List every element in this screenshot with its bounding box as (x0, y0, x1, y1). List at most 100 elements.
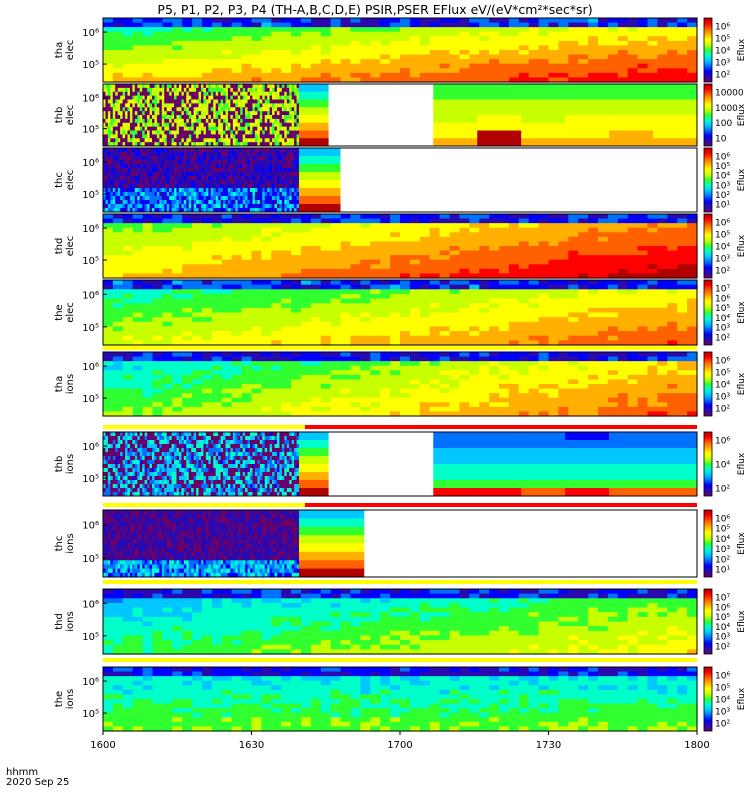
spectrogram-cell (161, 208, 165, 213)
spectrogram-cell (154, 126, 158, 132)
spectrogram-cell (259, 176, 263, 181)
spectrogram-cell (188, 126, 192, 132)
spectrogram-cell (172, 326, 183, 332)
spectrogram-cell (162, 259, 173, 265)
spectrogram-cell (250, 95, 253, 101)
spectrogram-cell (261, 50, 272, 56)
spectrogram-cell (489, 18, 500, 24)
spectrogram-cell (657, 264, 668, 270)
spectrogram-cell (149, 200, 153, 205)
spectrogram-cell (291, 317, 302, 323)
spectrogram-cell (350, 22, 361, 28)
spectrogram-cell (230, 160, 234, 165)
spectrogram-cell (274, 138, 278, 143)
spectrogram-cell (241, 227, 253, 233)
spectrogram-cell (245, 176, 249, 181)
spectrogram-cell (213, 118, 217, 124)
spectrogram-cell (276, 160, 280, 165)
spectrogram-cell (110, 172, 114, 177)
spectrogram-cell (558, 227, 569, 233)
spectrogram-cell (627, 27, 639, 33)
spectrogram-cell (242, 148, 246, 153)
spectrogram-cell (281, 218, 292, 224)
spectrogram-cell (598, 63, 609, 69)
spectrogram-cell (607, 232, 619, 238)
spectrogram-cell (419, 214, 431, 220)
spectrogram-cell (188, 164, 192, 169)
spectrogram-cell (103, 134, 106, 139)
spectrogram-cell (479, 223, 490, 229)
spectrogram-cell (122, 232, 134, 238)
spectrogram-cell (390, 326, 401, 332)
spectrogram-cell (115, 126, 119, 132)
spectrogram-cell (107, 138, 111, 143)
spectrogram-cell (122, 317, 134, 323)
spectrogram-cell (176, 91, 180, 97)
spectrogram-cell (174, 148, 178, 153)
spectrogram-cell (330, 326, 342, 332)
spectrogram-cell (166, 115, 170, 120)
spectrogram-cell (220, 138, 224, 143)
spectrogram-cell (129, 188, 133, 193)
spectrogram-cell (281, 118, 285, 124)
spectrogram-cell (578, 59, 589, 65)
spectrogram-cell (132, 63, 144, 69)
spectrogram-cell (518, 241, 530, 247)
spectrogram-cell (429, 317, 441, 323)
spectrogram-cell (107, 148, 111, 153)
spectrogram-cell (132, 27, 144, 33)
spectrogram-cell (161, 134, 165, 139)
spectrogram-cell (171, 188, 175, 193)
spectrogram-cell (120, 172, 124, 177)
spectrogram-cell (227, 208, 231, 213)
spectrogram-cell (215, 134, 219, 139)
spectrogram-cell (215, 148, 219, 153)
spectrogram-cell (521, 84, 566, 93)
spectrogram-cell (429, 40, 441, 47)
spectrogram-cell (221, 255, 233, 261)
spectrogram-cell (202, 268, 213, 275)
spectrogram-cell (193, 111, 197, 116)
spectrogram-cell (245, 142, 249, 147)
spectrogram-cell (110, 122, 114, 128)
spectrogram-cell (166, 168, 170, 173)
spectrogram-cell (598, 214, 609, 220)
spectrogram-cell (310, 63, 322, 69)
spectrogram-cell (568, 59, 579, 65)
spectrogram-cell (183, 134, 187, 139)
spectrogram-cell (196, 204, 200, 209)
spectrogram-cell (657, 18, 668, 24)
spectrogram-cell (152, 280, 163, 286)
spectrogram-cell (291, 293, 302, 300)
spectrogram-cell (142, 273, 154, 279)
spectrogram-cell (565, 130, 610, 139)
spectrogram-cell (370, 312, 381, 318)
spectrogram-cell (330, 218, 342, 224)
spectrogram-cell (281, 54, 292, 60)
spectrogram-cell (538, 232, 550, 238)
spectrogram-cell (291, 27, 302, 33)
spectrogram-cell (137, 168, 141, 173)
spectrogram-cell (286, 126, 290, 132)
spectrogram-cell (132, 152, 136, 157)
spectrogram-cell (227, 204, 231, 209)
spectrogram-cell (647, 259, 658, 265)
spectrogram-cell (360, 273, 371, 279)
spectrogram-cell (105, 200, 109, 205)
spectrogram-cell (310, 218, 322, 224)
spectrogram-cell (267, 200, 271, 205)
spectrogram-cell (164, 188, 168, 193)
spectrogram-cell (296, 130, 300, 135)
spectrogram-cell (172, 317, 183, 323)
spectrogram-cell (558, 223, 569, 229)
spectrogram-cell (183, 118, 187, 124)
spectrogram-cell (271, 223, 282, 229)
spectrogram-cell (202, 50, 213, 56)
spectrogram-cell (294, 107, 298, 112)
spectrogram-cell (538, 255, 550, 261)
spectrogram-cell (149, 168, 153, 173)
spectrogram-cell (598, 18, 609, 24)
spectrogram-cell (677, 250, 688, 256)
spectrogram-cell (221, 40, 233, 47)
spectrogram-cell (103, 303, 114, 309)
